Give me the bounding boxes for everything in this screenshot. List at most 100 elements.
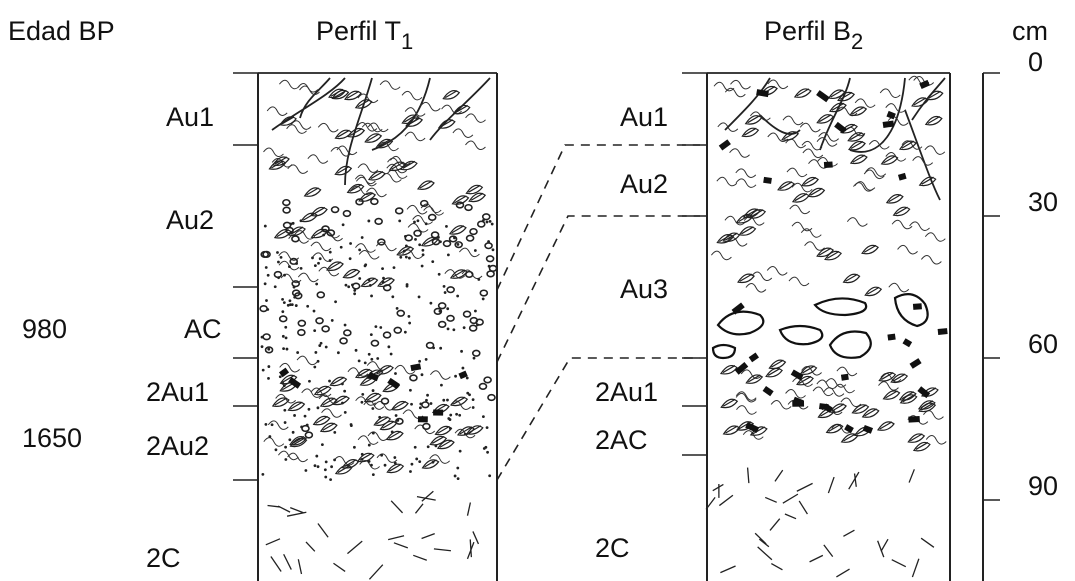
gravel-dot xyxy=(410,462,414,466)
organic-squiggle xyxy=(318,266,340,277)
pebble xyxy=(382,284,392,292)
gravel-dot xyxy=(267,347,271,351)
gravel-dot xyxy=(380,453,384,457)
profile-b2-column xyxy=(682,72,951,581)
gravel-dot xyxy=(393,456,397,459)
leaf-fragment xyxy=(388,161,407,172)
leaf-fragment xyxy=(777,181,795,191)
gravel-dot xyxy=(421,248,425,252)
b2-horizon-au3: Au3 xyxy=(620,274,668,304)
stone-clast xyxy=(828,330,872,359)
organic-squiggle xyxy=(854,181,876,191)
charcoal-fragment xyxy=(887,333,896,341)
gravel-dot xyxy=(260,345,264,349)
gravel-dot xyxy=(408,321,412,325)
pebble xyxy=(339,337,348,345)
gravel-dot xyxy=(455,412,459,416)
organic-squiggle xyxy=(920,254,942,265)
organic-squiggle xyxy=(429,370,451,380)
gravel-dot xyxy=(353,289,357,292)
gravel-dot xyxy=(369,333,373,337)
gravel-dot xyxy=(360,452,364,456)
organic-squiggle xyxy=(406,204,428,215)
charcoal-fragment xyxy=(387,377,400,390)
b2-stone-texture xyxy=(711,293,929,360)
pebble xyxy=(396,309,406,317)
leaf-fragment xyxy=(367,171,386,181)
gravel-dot xyxy=(353,445,356,449)
gravel-dot xyxy=(312,309,316,313)
leaf-fragment xyxy=(765,367,783,378)
leaf-fragment xyxy=(861,244,879,255)
pebble xyxy=(421,401,430,409)
gravel-dot xyxy=(446,398,449,402)
gravel-dot xyxy=(409,470,412,473)
organic-squiggle xyxy=(745,283,767,293)
pebble xyxy=(262,333,271,341)
organic-squiggle xyxy=(888,282,910,293)
leaf-fragment xyxy=(825,423,844,434)
parent-rock-dash xyxy=(414,503,424,514)
gravel-dot xyxy=(466,391,470,395)
organic-squiggle xyxy=(816,137,838,147)
gravel-dot xyxy=(488,474,492,478)
organic-squiggle xyxy=(404,131,426,142)
pebble xyxy=(259,305,268,313)
parent-rock-dash xyxy=(718,494,734,507)
pebble xyxy=(289,257,298,265)
organic-squiggle xyxy=(818,132,840,142)
gravel-dot xyxy=(268,435,272,438)
depth-tick-30: 30 xyxy=(1028,187,1058,217)
organic-squiggle xyxy=(736,405,757,415)
organic-squiggle xyxy=(717,122,739,132)
gravel-dot xyxy=(341,223,345,227)
charcoal-fragment xyxy=(410,363,422,372)
gravel-dot xyxy=(418,359,422,363)
pebble xyxy=(448,235,458,243)
leaf-fragment xyxy=(878,372,897,382)
gravel-dot xyxy=(460,349,463,353)
parent-rock-dash xyxy=(472,531,480,545)
gravel-dot xyxy=(341,401,344,405)
leaf-fragment xyxy=(436,439,455,450)
t1-horizon-2c: 2C xyxy=(146,543,181,573)
gravel-dot xyxy=(274,448,278,452)
gravel-dot xyxy=(420,373,424,377)
leaf-fragment xyxy=(848,140,866,151)
organic-squiggle xyxy=(711,250,732,261)
organic-squiggle xyxy=(726,237,748,247)
leaf-fragment xyxy=(452,104,471,115)
b2-leaf-texture xyxy=(716,85,944,452)
parent-rock-dash xyxy=(771,563,783,571)
stone-clast xyxy=(893,293,929,328)
gravel-dot xyxy=(281,297,284,301)
gravel-dot xyxy=(473,249,477,252)
leaf-fragment xyxy=(303,187,322,197)
pebble xyxy=(462,310,472,318)
organic-squiggle xyxy=(740,369,762,379)
charcoal-fragment xyxy=(458,370,468,380)
pebble xyxy=(464,270,474,279)
gravel-dot xyxy=(296,351,300,354)
leaf-fragment xyxy=(300,212,319,223)
parent-rock-dash xyxy=(283,553,292,570)
organic-squiggle xyxy=(358,249,380,260)
organic-squiggle xyxy=(735,168,757,178)
gravel-dot xyxy=(324,345,328,349)
gravel-dot xyxy=(390,430,394,434)
t1-horizon-au1: Au1 xyxy=(166,102,214,132)
gravel-dot xyxy=(293,414,296,417)
charcoal-fragment xyxy=(288,377,302,389)
organic-squiggle xyxy=(885,103,907,113)
organic-squiggle xyxy=(782,115,804,126)
pebble xyxy=(282,206,291,214)
gravel-dot xyxy=(284,458,288,461)
gravel-dot xyxy=(453,474,457,478)
leaf-fragment xyxy=(309,206,328,217)
organic-squiggle xyxy=(880,372,902,383)
organic-squiggle xyxy=(357,93,379,104)
gravel-dot xyxy=(285,347,289,351)
gravel-dot xyxy=(333,458,336,462)
leaf-fragment xyxy=(882,390,901,400)
leaf-fragment xyxy=(287,401,306,412)
